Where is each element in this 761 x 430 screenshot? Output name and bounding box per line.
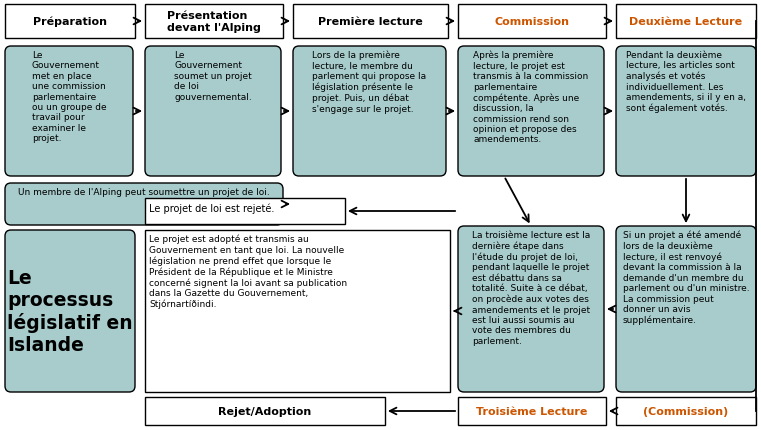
FancyBboxPatch shape (145, 47, 281, 177)
Bar (145, 397, 385, 425)
Text: Le
processus
législatif en
Islande: Le processus législatif en Islande (7, 268, 133, 354)
FancyBboxPatch shape (5, 184, 283, 225)
Bar (293, 5, 448, 39)
Text: Commission: Commission (495, 17, 569, 27)
FancyBboxPatch shape (293, 47, 446, 177)
Bar (616, 397, 756, 425)
FancyBboxPatch shape (458, 47, 604, 177)
Bar (145, 199, 345, 224)
Bar (145, 5, 283, 39)
Bar (145, 230, 450, 392)
FancyBboxPatch shape (616, 227, 756, 392)
Text: Troisième Lecture: Troisième Lecture (476, 406, 587, 416)
Bar (616, 5, 756, 39)
Text: Un membre de l'Alping peut soumettre un projet de loi.: Un membre de l'Alping peut soumettre un … (18, 187, 270, 197)
Text: Première lecture: Première lecture (318, 17, 423, 27)
Text: Présentation
devant l'Alping: Présentation devant l'Alping (167, 11, 261, 33)
Text: Si un projet a été amendé
lors de la deuxième
lecture, il est renvoyé
devant la : Si un projet a été amendé lors de la deu… (622, 230, 750, 324)
FancyBboxPatch shape (5, 47, 133, 177)
FancyBboxPatch shape (616, 47, 756, 177)
Text: Le
Gouvernement
met en place
une commission
parlementaire
ou un groupe de
travai: Le Gouvernement met en place une commiss… (32, 51, 107, 143)
Text: Le
Gouvernement
soumet un projet
de loi
gouvernemental.: Le Gouvernement soumet un projet de loi … (174, 51, 252, 101)
Text: Lors de la première
lecture, le membre du
parlement qui propose la
législation p: Lors de la première lecture, le membre d… (313, 51, 427, 114)
Text: Rejet/Adoption: Rejet/Adoption (218, 406, 311, 416)
Text: (Commission): (Commission) (643, 406, 728, 416)
FancyBboxPatch shape (5, 230, 135, 392)
Text: Le projet de loi est rejeté.: Le projet de loi est rejeté. (149, 203, 275, 213)
Text: Le projet est adopté et transmis au
Gouvernement en tant que loi. La nouvelle
lé: Le projet est adopté et transmis au Gouv… (149, 234, 347, 309)
Text: La troisième lecture est la
dernière étape dans
l'étude du projet de loi,
pendan: La troisième lecture est la dernière éta… (472, 230, 590, 345)
Bar (5, 5, 135, 39)
Text: Deuxième Lecture: Deuxième Lecture (629, 17, 743, 27)
Text: Préparation: Préparation (33, 17, 107, 27)
FancyBboxPatch shape (458, 227, 604, 392)
Bar (458, 397, 606, 425)
Bar (458, 5, 606, 39)
Text: Après la première
lecture, le projet est
transmis à la commission
parlementaire
: Après la première lecture, le projet est… (473, 51, 588, 144)
Text: Pendant la deuxième
lecture, les articles sont
analysés et votés
individuellemen: Pendant la deuxième lecture, les article… (626, 51, 746, 113)
